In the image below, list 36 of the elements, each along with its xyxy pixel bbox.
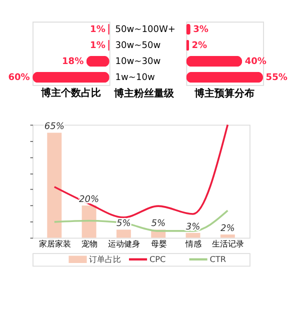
data-label: 18% — [62, 57, 84, 68]
bar — [82, 205, 96, 238]
text: 博主预算分布 — [194, 88, 255, 100]
y-tick-label: 1w~10w — [115, 73, 155, 84]
legend-label: CPC — [149, 254, 166, 264]
legend-label: 订单占比 — [89, 254, 122, 264]
data-label: 5% — [151, 219, 166, 230]
x-tick-label: 情感 — [184, 238, 202, 248]
x-tick-label: 生活记录 — [212, 238, 244, 248]
data-label: 55% — [266, 73, 288, 84]
bar — [186, 72, 264, 83]
data-label: 40% — [244, 57, 266, 68]
x-tick-label: 家居家装 — [38, 238, 71, 248]
data-label: 2% — [220, 224, 235, 234]
bar — [186, 232, 200, 238]
bar — [220, 234, 235, 238]
text: 博主个数占比 — [40, 86, 101, 99]
y-tick-label: 50w~100W+ — [115, 24, 176, 35]
data-label: 3% — [186, 222, 200, 232]
data-label: 1% — [90, 24, 106, 35]
data-label: 3% — [193, 24, 208, 35]
bar — [186, 56, 242, 67]
data-label: 65% — [44, 122, 64, 132]
x-tick-label: 母婴 — [150, 238, 167, 248]
x-tick-label: 运动健身 — [108, 238, 140, 248]
legend-label: CTR — [210, 254, 226, 264]
data-label: 2% — [192, 41, 208, 52]
x-tick-label: 宠物 — [82, 238, 98, 248]
data-label: 60% — [8, 73, 30, 84]
bar — [116, 230, 131, 238]
data-label: 20% — [79, 194, 100, 205]
y-tick-label: 10w~30w — [115, 57, 161, 68]
y-axis-title: 博主粉丝量级 — [113, 87, 176, 100]
y-tick-label: 30w~50w — [115, 41, 161, 52]
data-label: 1% — [90, 41, 106, 52]
bar — [47, 132, 62, 238]
